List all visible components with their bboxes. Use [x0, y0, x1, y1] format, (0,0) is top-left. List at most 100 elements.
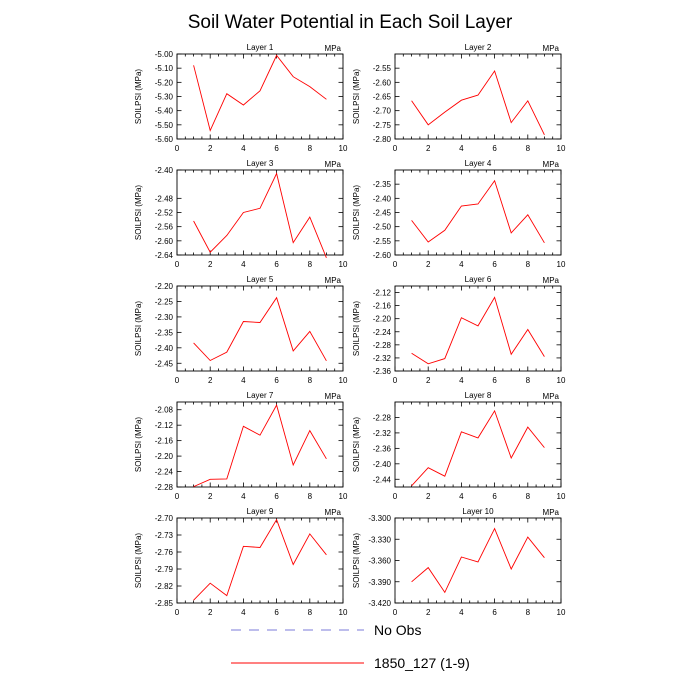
x-tick-label: 2 [208, 376, 213, 385]
y-tick-label: -2.70 [373, 107, 392, 116]
x-tick-label: 2 [426, 144, 431, 153]
y-tick-label: -2.16 [373, 302, 392, 311]
panel-layer-6: 0 2 4 6 8 10 -2.12 -2.16 -2.20 -2.24 -2.28 -2.32 -2.… [352, 275, 566, 385]
series-line-1850-127 [411, 69, 545, 135]
plot-frame [176, 517, 344, 604]
plot-frame [394, 401, 562, 488]
y-tick-label: -3.330 [368, 535, 391, 544]
x-tick-label: 0 [175, 492, 180, 501]
y-tick-label: -2.40 [373, 460, 392, 469]
y-tick-label: -2.60 [155, 237, 174, 246]
legend: No Obs 1850_127 (1-9) [231, 622, 470, 671]
x-tick-label: 8 [526, 492, 531, 501]
y-tick-label: -3.420 [368, 599, 391, 608]
panel-title: Layer 2 [465, 43, 492, 52]
x-tick-label: 8 [308, 492, 313, 501]
y-tick-label: -5.60 [155, 135, 174, 144]
units-label: MPa [543, 44, 560, 53]
x-tick-label: 0 [175, 144, 180, 153]
x-tick-label: 4 [241, 376, 246, 385]
x-tick-label: 8 [308, 376, 313, 385]
panel-layer-8: 0 2 4 6 8 10 -2.28 -2.32 -2.36 -2.40 -2.44 Layer 8 M… [352, 391, 566, 501]
x-tick-label: 10 [557, 144, 566, 153]
x-tick-label: 8 [308, 608, 313, 617]
y-tick-label: -2.40 [155, 166, 174, 175]
y-tick-label: -2.08 [155, 406, 174, 415]
x-tick-label: 2 [208, 260, 213, 269]
y-tick-label: -2.60 [373, 78, 392, 87]
plot-frame [394, 53, 562, 140]
x-tick-label: 4 [241, 492, 246, 501]
y-axis-label: SOILPSI (MPa) [352, 185, 361, 240]
x-tick-label: 8 [308, 260, 313, 269]
y-tick-label: -2.60 [373, 251, 392, 260]
y-axis-label: SOILPSI (MPa) [134, 417, 143, 472]
plot-frame [176, 169, 344, 256]
x-tick-label: 8 [526, 260, 531, 269]
y-tick-label: -2.24 [373, 328, 392, 337]
x-tick-label: 6 [274, 492, 279, 501]
y-tick-label: -5.20 [155, 78, 174, 87]
series-line-1850-127 [193, 403, 327, 488]
x-tick-label: 10 [339, 260, 348, 269]
y-tick-label: -2.28 [373, 413, 392, 422]
x-tick-label: 6 [492, 608, 497, 617]
y-tick-label: -2.36 [373, 367, 392, 376]
y-tick-label: -2.48 [155, 194, 174, 203]
y-tick-label: -2.45 [373, 209, 392, 218]
panel-layer-3: 0 2 4 6 8 10 -2.40 -2.48 -2.52 -2.56 -2.60 -2.64 Lay… [134, 159, 348, 269]
x-tick-label: 2 [426, 376, 431, 385]
y-tick-label: -2.76 [155, 548, 174, 557]
x-tick-label: 0 [175, 608, 180, 617]
x-tick-label: 10 [557, 376, 566, 385]
y-tick-label: -2.20 [155, 282, 174, 291]
y-tick-label: -5.10 [155, 64, 174, 73]
plot-frame [394, 285, 562, 372]
legend-label-1850-127: 1850_127 (1-9) [374, 655, 470, 671]
y-tick-label: -2.65 [373, 93, 392, 102]
x-tick-label: 0 [393, 608, 398, 617]
series-line-1850-127 [193, 518, 327, 601]
y-tick-label: -2.12 [155, 421, 174, 430]
y-tick-label: -2.85 [155, 599, 174, 608]
panel-layer-4: 0 2 4 6 8 10 -2.35 -2.40 -2.45 -2.50 -2.55 -2.60 Lay… [352, 159, 566, 269]
x-tick-label: 8 [526, 608, 531, 617]
y-axis-label: SOILPSI (MPa) [134, 533, 143, 588]
x-tick-label: 4 [459, 492, 464, 501]
x-tick-label: 4 [459, 144, 464, 153]
y-tick-label: -2.24 [155, 468, 174, 477]
units-label: MPa [543, 392, 560, 401]
y-tick-label: -3.300 [368, 514, 391, 523]
x-tick-label: 8 [526, 376, 531, 385]
y-axis-label: SOILPSI (MPa) [352, 301, 361, 356]
y-tick-label: -2.40 [373, 194, 392, 203]
panels: 0 2 4 6 8 10 -5.00 -5.10 -5.20 -5.30 -5.40 -5.50 -5.… [134, 43, 566, 617]
x-tick-label: 0 [393, 376, 398, 385]
y-axis-label: SOILPSI (MPa) [134, 69, 143, 124]
series-line-1850-127 [411, 527, 545, 594]
units-label: MPa [543, 276, 560, 285]
y-tick-label: -2.73 [155, 531, 174, 540]
plot-frame [176, 401, 344, 488]
x-tick-label: 6 [274, 260, 279, 269]
y-tick-label: -2.12 [373, 289, 392, 298]
x-tick-label: 4 [459, 376, 464, 385]
y-tick-label: -2.64 [155, 251, 174, 260]
panel-title: Layer 1 [247, 43, 274, 52]
x-tick-label: 10 [557, 492, 566, 501]
legend-label-no-obs: No Obs [374, 622, 421, 638]
x-tick-label: 4 [241, 608, 246, 617]
y-tick-label: -2.35 [373, 180, 392, 189]
y-tick-label: -2.25 [155, 297, 174, 306]
units-label: MPa [543, 160, 560, 169]
x-tick-label: 10 [339, 492, 348, 501]
panel-layer-9: 0 2 4 6 8 10 -2.70 -2.73 -2.76 -2.79 -2.82 -2.85 Lay… [134, 507, 348, 617]
y-tick-label: -2.35 [155, 328, 174, 337]
panel-layer-5: 0 2 4 6 8 10 -2.20 -2.25 -2.30 -2.35 -2.40 -2.45 Lay… [134, 275, 348, 385]
panel-layer-2: 0 2 4 6 8 10 -2.55 -2.60 -2.65 -2.70 -2.75 -2.80 Lay… [352, 43, 566, 153]
y-tick-label: -2.55 [373, 64, 392, 73]
x-tick-label: 2 [208, 492, 213, 501]
y-axis-label: SOILPSI (MPa) [352, 533, 361, 588]
x-tick-label: 10 [557, 260, 566, 269]
figure-title: Soil Water Potential in Each Soil Layer [188, 12, 513, 33]
